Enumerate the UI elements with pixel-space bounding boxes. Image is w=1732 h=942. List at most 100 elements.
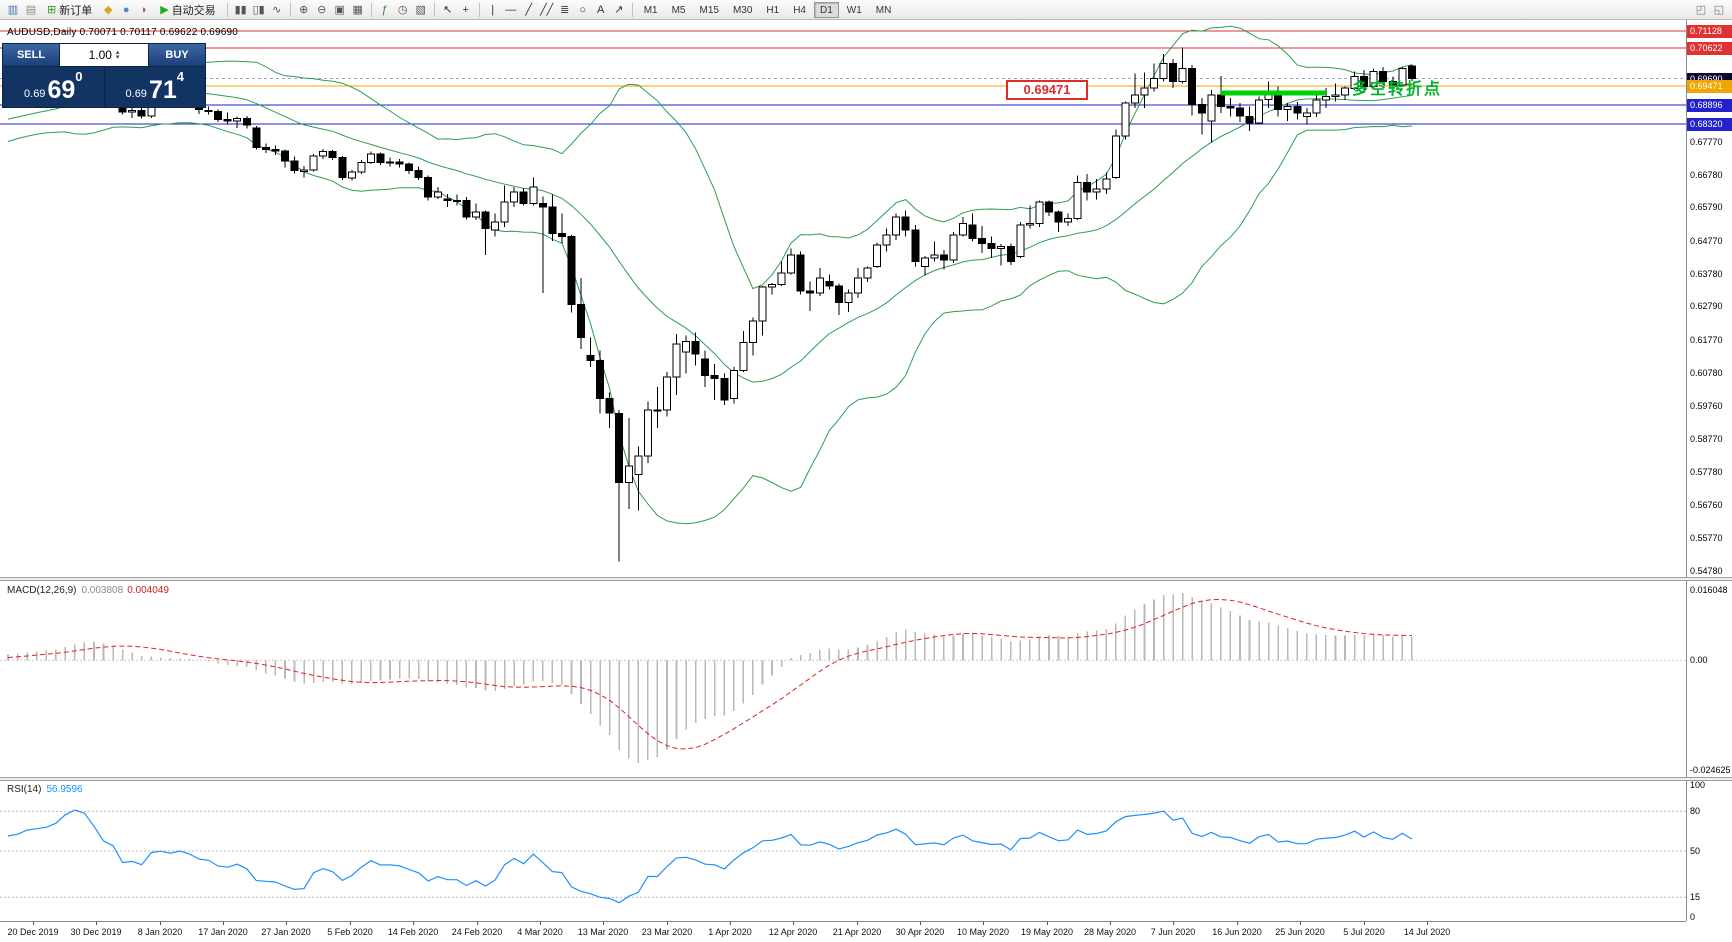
sell-price-pips: 69 (47, 76, 76, 104)
vline-icon[interactable]: | (491, 3, 495, 16)
rsi-line (7, 809, 1413, 904)
indicators-icon[interactable]: ƒ (381, 3, 388, 16)
candlestick-icon[interactable]: ▯▮ (252, 3, 265, 16)
volume-up-icon[interactable]: ▴ (115, 49, 120, 56)
price-level-label: 0.68320 (1687, 117, 1732, 131)
date-label: 17 Jan 2020 (198, 927, 248, 937)
price-tick: 0.61770 (1690, 335, 1723, 345)
period-icon[interactable]: ◷ (397, 3, 408, 16)
new-chart-icon[interactable]: ▣ (334, 3, 345, 16)
date-tick (33, 922, 34, 925)
date-tick (223, 922, 224, 925)
trendline-icon[interactable]: ╱ (525, 3, 532, 16)
rsi-value: 56.9596 (46, 784, 83, 795)
date-tick (1427, 922, 1428, 925)
buy-button[interactable]: BUY (149, 44, 205, 66)
autotrading-button[interactable]: ▶ 自动交易 (153, 1, 222, 19)
text-icon[interactable]: A (597, 3, 605, 16)
market-icon[interactable]: ● (122, 3, 130, 16)
timeframe-w1[interactable]: W1 (846, 4, 862, 16)
date-label: 4 Mar 2020 (517, 927, 563, 937)
price-level-label: 0.71128 (1687, 25, 1732, 39)
rsi-scale-label: 80 (1690, 806, 1701, 817)
date-label: 12 Apr 2020 (768, 927, 818, 937)
volume-down-icon[interactable]: ▾ (115, 54, 120, 61)
sell-button[interactable]: SELL (3, 44, 59, 66)
toolbar-separator (433, 2, 435, 17)
price-level-label: 0.68896 (1687, 98, 1732, 112)
buy-price[interactable]: 0.69 71 4 (105, 67, 206, 107)
hline-icon[interactable]: ― (505, 3, 517, 16)
autotrading-play-icon: ▶ (160, 4, 169, 16)
macd-histogram (7, 593, 1413, 763)
metaeditor-icon[interactable]: ◆ (103, 3, 113, 16)
one-click-trading-panel: SELL 1.00 ▴ ▾ BUY 0.69 69 0 0.69 71 4 (2, 43, 206, 108)
market-watch-icon[interactable]: ▤ (25, 3, 37, 16)
price-tick: 0.62790 (1690, 301, 1723, 312)
date-tick (857, 922, 858, 925)
price-tick: 0.65790 (1690, 202, 1723, 213)
toolbar-separator (289, 2, 291, 17)
tile-windows-icon[interactable]: ▦ (352, 3, 363, 16)
price-tick: 0.66780 (1690, 169, 1723, 180)
date-label: 14 Feb 2020 (387, 927, 439, 937)
price-tick: 0.54780 (1690, 565, 1723, 576)
price-level-annotation[interactable]: 0.69471 (1006, 80, 1088, 100)
line-chart-icon[interactable]: ∿ (272, 3, 282, 16)
zoom-out-icon[interactable]: ⊖ (317, 3, 327, 16)
turning-point-label[interactable]: 多空转折点 (1352, 81, 1443, 98)
date-tick (1173, 922, 1174, 925)
date-label: 5 Feb 2020 (327, 927, 373, 937)
date-label: 28 May 2020 (1083, 927, 1137, 937)
date-label: 16 Jun 2020 (1212, 927, 1262, 937)
time-axis[interactable]: 20 Dec 2019 30 Dec 2019 8 Jan 2020 17 Jan 2… (0, 921, 1686, 942)
date-tick (96, 922, 97, 925)
new-order-button[interactable]: ⊞ 新订单 (40, 1, 99, 19)
date-label: 30 Dec 2019 (70, 927, 122, 937)
rsi-panel-canvas[interactable] (0, 781, 1686, 921)
edit-icon[interactable]: ◱ (1713, 3, 1725, 16)
timeframe-m15[interactable]: M15 (699, 4, 719, 16)
volume-input[interactable]: 1.00 ▴ ▾ (59, 44, 149, 66)
rsi-scale-label: 100 (1690, 780, 1706, 790)
fibonacci-icon[interactable]: ≣ (560, 3, 570, 16)
crosshair-icon[interactable]: + (462, 3, 469, 16)
bar-chart-icon[interactable]: ▮▮ (234, 3, 247, 16)
community-icon[interactable]: ◗ (140, 3, 148, 16)
date-tick (793, 922, 794, 925)
date-label: 20 Dec 2019 (7, 927, 59, 937)
docking-icon[interactable]: ◰ (1695, 3, 1707, 16)
macd-panel-canvas[interactable] (0, 581, 1686, 777)
new-order-button-label: 新订单 (59, 4, 93, 17)
timeframe-m1[interactable]: M1 (643, 4, 658, 16)
price-chart[interactable] (0, 20, 1686, 577)
date-tick (983, 922, 984, 925)
timeframe-h1[interactable]: H1 (766, 4, 780, 16)
sell-price[interactable]: 0.69 69 0 (3, 67, 105, 107)
price-tick: 0.63780 (1690, 268, 1723, 279)
price-scale[interactable]: 0.67770 0.66780 0.65790 0.64770 0.63780 0.627… (1686, 20, 1732, 922)
timeframe-h4[interactable]: H4 (793, 4, 806, 16)
timeframe-m5[interactable]: M5 (671, 4, 686, 16)
date-tick (1300, 922, 1301, 925)
timeframe-mn[interactable]: MN (875, 4, 892, 16)
rsi-name: RSI(14) (7, 784, 42, 795)
templates-icon[interactable]: ▧ (415, 3, 426, 16)
timeframe-m30[interactable]: M30 (732, 4, 753, 16)
timeframe-d1[interactable]: D1 (814, 1, 839, 18)
rsi-scale-label: 0 (1690, 912, 1696, 922)
date-label: 19 May 2020 (1020, 927, 1074, 937)
panel-splitter-rsi[interactable] (0, 777, 1732, 781)
date-label: 25 Jun 2020 (1275, 927, 1325, 937)
panel-splitter-macd[interactable] (0, 577, 1732, 581)
rsi-indicator-label: RSI(14) 56.9596 (7, 784, 83, 795)
cursor-icon[interactable]: ↖ (443, 3, 453, 16)
zoom-in-icon[interactable]: ⊕ (299, 3, 309, 16)
buy-price-prefix: 0.69 (125, 88, 147, 100)
chart-window-icon[interactable]: ▥ (7, 3, 19, 16)
arrow-tool-icon[interactable]: ↗ (614, 3, 624, 16)
buy-price-pips: 71 (148, 76, 177, 104)
channel-icon[interactable]: ╱╱ (540, 3, 554, 16)
sell-price-prefix: 0.69 (24, 88, 46, 100)
shapes-icon[interactable]: ○ (579, 3, 587, 16)
